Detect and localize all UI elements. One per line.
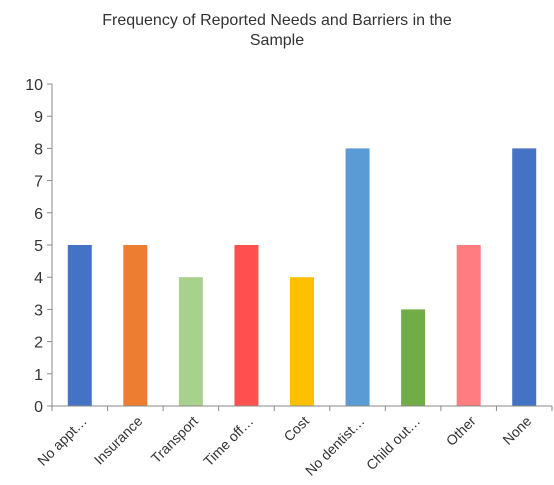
- x-tick-label: No dentist…: [302, 413, 368, 479]
- y-tick-label: 3: [34, 302, 43, 319]
- bar: [345, 148, 370, 406]
- bar: [401, 309, 426, 406]
- x-tick-label: Cost: [280, 413, 312, 445]
- y-tick-label: 0: [34, 399, 43, 416]
- x-tick-label: No appt…: [34, 413, 90, 469]
- bar: [512, 148, 537, 406]
- x-tick-label: Transport: [148, 413, 201, 466]
- y-tick-label: 5: [34, 238, 43, 255]
- x-tick-label: Insurance: [91, 413, 146, 468]
- bar: [123, 245, 148, 406]
- y-tick-label: 4: [34, 270, 43, 287]
- x-tick-label: Other: [443, 413, 479, 449]
- y-tick-label: 1: [34, 367, 43, 384]
- y-tick-label: 7: [34, 174, 43, 191]
- bar: [456, 245, 481, 406]
- bar: [67, 245, 92, 406]
- y-tick-label: 2: [34, 335, 43, 352]
- y-tick-label: 6: [34, 206, 43, 223]
- bars: [67, 148, 537, 406]
- x-tick-label: None: [499, 413, 534, 448]
- chart-title-line-1: Frequency of Reported Needs and Barriers…: [102, 12, 452, 29]
- y-tick-label: 10: [25, 77, 43, 94]
- chart-title-line-2: Sample: [249, 32, 305, 49]
- y-tick-label: 8: [34, 141, 43, 158]
- x-tick-label: Time off…: [200, 413, 256, 469]
- bar: [290, 277, 314, 406]
- y-tick-label: 9: [34, 109, 43, 126]
- y-axis: 0 1 2 3 4 5 6 7 8 9 10: [25, 77, 53, 416]
- x-tick-label: Child out…: [363, 413, 423, 473]
- x-axis: No appt… Insurance Transport Time off… CostN…: [34, 405, 553, 479]
- bar: [234, 245, 259, 406]
- bar: [178, 277, 203, 406]
